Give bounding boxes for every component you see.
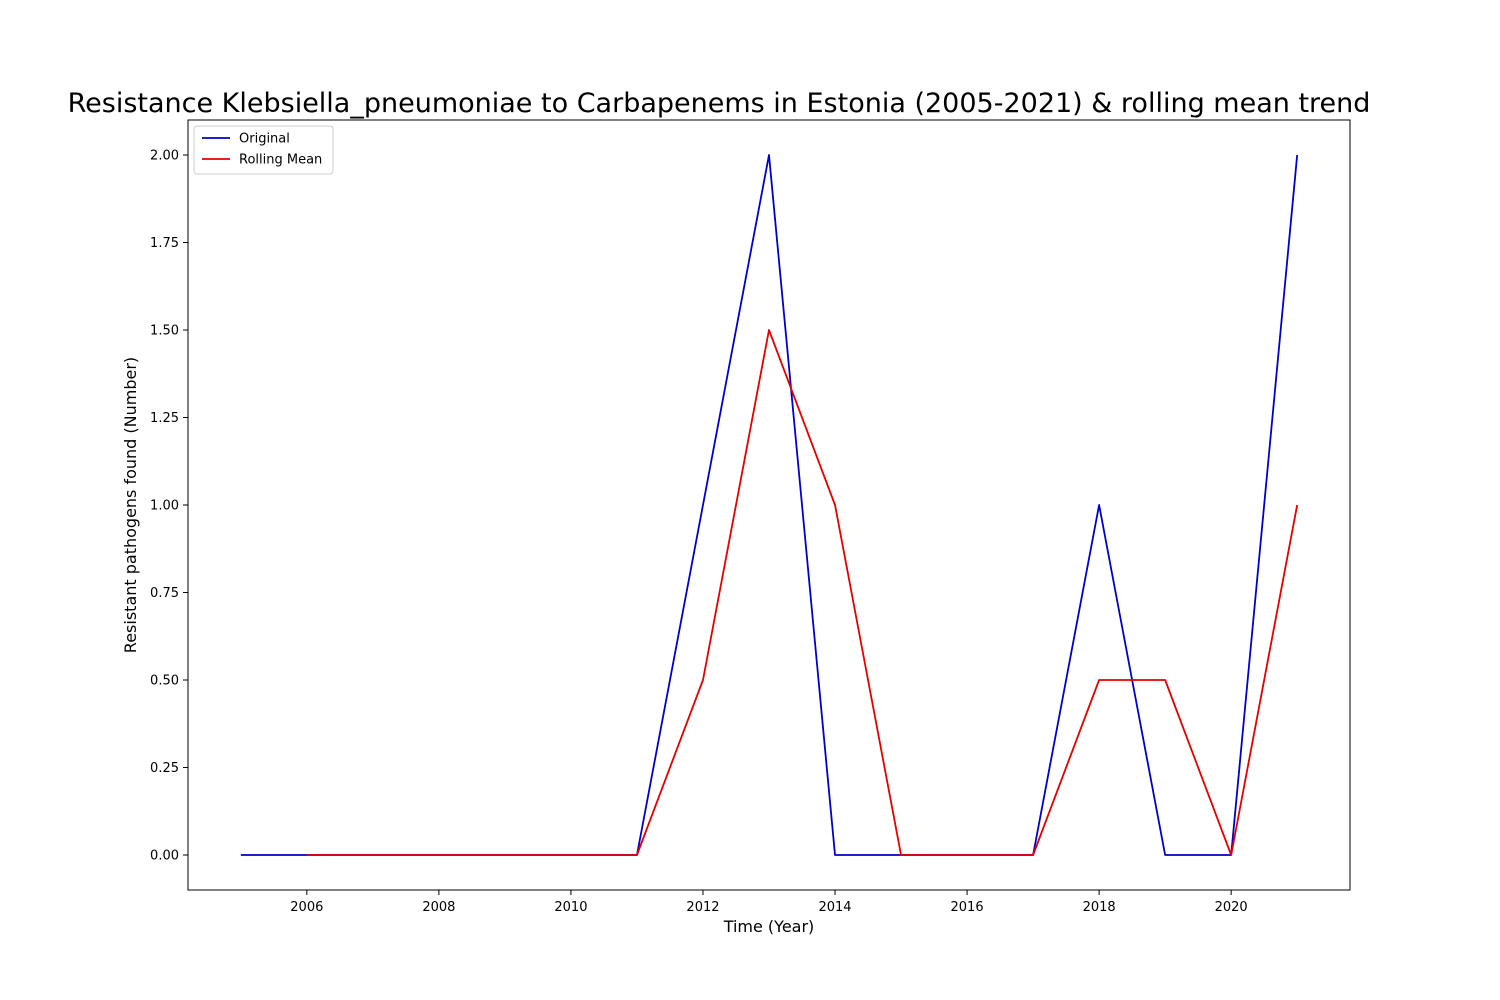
chart-title: Resistance Klebsiella_pneumoniae to Carb… — [68, 88, 1371, 119]
x-tick-label: 2012 — [686, 900, 719, 915]
legend-label: Original — [239, 132, 290, 147]
y-axis-label: Resistant pathogens found (Number) — [121, 357, 140, 653]
x-axis-label: Time (Year) — [723, 917, 815, 936]
y-tick-label: 0.75 — [150, 586, 179, 601]
y-tick-label: 1.00 — [150, 499, 179, 514]
x-tick-label: 2020 — [1215, 900, 1248, 915]
series-line-rolling-mean — [306, 329, 1299, 856]
y-tick-label: 1.75 — [150, 236, 179, 251]
x-tick-label: 2018 — [1083, 900, 1116, 915]
legend-label: Rolling Mean — [239, 153, 322, 168]
series-layer — [240, 154, 1299, 856]
y-tick-label: 1.50 — [150, 324, 179, 339]
series-line-original — [240, 154, 1299, 856]
y-tick-label: 0.25 — [150, 761, 179, 776]
x-tick-label: 2008 — [422, 900, 455, 915]
y-tick-label: 1.25 — [150, 411, 179, 426]
x-axis: 2006 2008 2010 2012 2014 2016 2018 2020 — [290, 890, 1248, 915]
y-tick-label: 0.00 — [150, 849, 179, 864]
plot-area — [187, 119, 1351, 891]
x-tick-label: 2006 — [290, 900, 323, 915]
y-axis: 0.00 0.25 0.50 0.75 1.00 1.25 1.50 1.75 2.00 — [150, 149, 188, 864]
x-tick-label: 2010 — [554, 900, 587, 915]
y-tick-label: 2.00 — [150, 149, 179, 164]
legend: Original Rolling Mean — [193, 125, 334, 175]
plot-frame — [187, 119, 1351, 891]
x-tick-label: 2016 — [951, 900, 984, 915]
y-tick-label: 0.50 — [150, 674, 179, 689]
x-tick-label: 2014 — [818, 900, 851, 915]
